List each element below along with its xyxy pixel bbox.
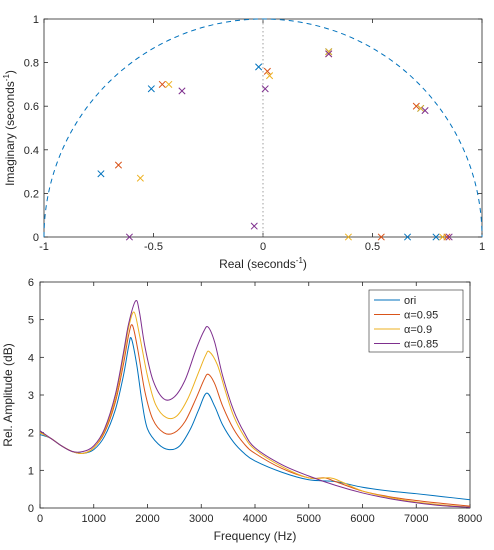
pole-marker (266, 72, 274, 80)
pole-marker (263, 67, 271, 75)
pole-marker (250, 222, 258, 230)
pole-plot-ylabel: Imaginary (seconds-1) (2, 70, 17, 186)
pole-marker (439, 233, 447, 241)
freq-xtick-label: 2000 (135, 513, 159, 525)
pole-xtick-label: 0 (260, 241, 266, 253)
pole-marker (432, 233, 440, 241)
pole-marker (377, 233, 385, 241)
freq-ytick-label: 0 (28, 503, 34, 515)
pole-marker (412, 102, 420, 110)
pole-xtick-label: -0.5 (144, 241, 163, 253)
series-line (39, 299, 471, 508)
legend-label: α=0.9 (404, 324, 432, 336)
freq-ytick-label: 2 (28, 428, 34, 440)
pole-marker (178, 87, 186, 95)
pole-xtick-label: 0.5 (365, 241, 380, 253)
pole-marker (165, 80, 173, 88)
freq-ytick-label: 6 (28, 277, 34, 289)
pole-plot: -1 -0.5 0 0.5 1 0 0.2 0.4 0.6 0.8 1 Real (seconds-… (2, 14, 485, 271)
pole-ytick-label: 0.6 (24, 101, 39, 113)
pole-ytick-label: 1 (33, 14, 39, 26)
pole-marker (136, 174, 144, 182)
pole-plot-xlabel: Real (seconds-1) (219, 256, 307, 271)
freq-ytick-label: 5 (28, 315, 34, 327)
pole-marker (325, 48, 333, 56)
pole-plot-ticks: -1 -0.5 0 0.5 1 0 0.2 0.4 0.6 0.8 1 (24, 14, 485, 253)
frequency-response-plot: 0 1000 2000 3000 4000 5000 6000 7000 8000 0 1 2 3 4 5 6… (1, 277, 482, 543)
pole-marker (344, 233, 352, 241)
legend: ori α=0.95 α=0.9 α=0.85 (368, 289, 464, 353)
freq-xtick-label: 4000 (243, 513, 267, 525)
freq-xtick-label: 3000 (189, 513, 213, 525)
pole-marker (403, 233, 412, 241)
freq-xtick-label: 0 (37, 513, 43, 525)
pole-marker (158, 80, 166, 88)
pole-marker (421, 107, 429, 115)
legend-label: α=0.85 (404, 339, 438, 351)
series-line (39, 336, 471, 501)
freq-xtick-label: 8000 (458, 513, 482, 525)
pole-ytick-label: 0.8 (24, 58, 39, 70)
pole-marker (325, 50, 333, 58)
pole-marker (125, 233, 133, 241)
pole-ytick-label: 0.4 (24, 145, 39, 157)
pole-ytick-label: 0 (33, 232, 39, 244)
pole-markers (97, 48, 453, 241)
pole-marker (97, 170, 105, 178)
freq-xtick-label: 7000 (404, 513, 428, 525)
pole-xtick-label: 1 (479, 241, 485, 253)
frequency-plot-xlabel: Frequency (Hz) (214, 529, 297, 543)
freq-xtick-label: 6000 (350, 513, 374, 525)
legend-label: ori (404, 295, 416, 307)
pole-ytick-label: 0.2 (24, 188, 39, 200)
pole-marker (445, 233, 453, 241)
legend-items: ori α=0.95 α=0.9 α=0.85 (374, 295, 438, 351)
legend-label: α=0.95 (404, 310, 438, 322)
freq-ytick-label: 3 (28, 390, 34, 402)
pole-marker (114, 161, 123, 169)
freq-ytick-label: 4 (28, 352, 34, 364)
series-line (39, 311, 471, 508)
freq-ytick-label: 1 (28, 465, 34, 477)
pole-marker (417, 104, 425, 112)
freq-xtick-label: 1000 (82, 513, 106, 525)
frequency-plot-ylabel: Rel. Amplitude (dB) (1, 343, 15, 446)
frequency-series-lines (39, 299, 471, 508)
pole-xtick-label: -1 (39, 241, 49, 253)
pole-marker (147, 85, 155, 93)
pole-marker (255, 63, 263, 71)
pole-marker (261, 85, 269, 93)
freq-xtick-label: 5000 (297, 513, 321, 525)
frequency-plot-ticks: 0 1000 2000 3000 4000 5000 6000 7000 8000 0 1 2 3 4 5 6 (28, 277, 482, 525)
